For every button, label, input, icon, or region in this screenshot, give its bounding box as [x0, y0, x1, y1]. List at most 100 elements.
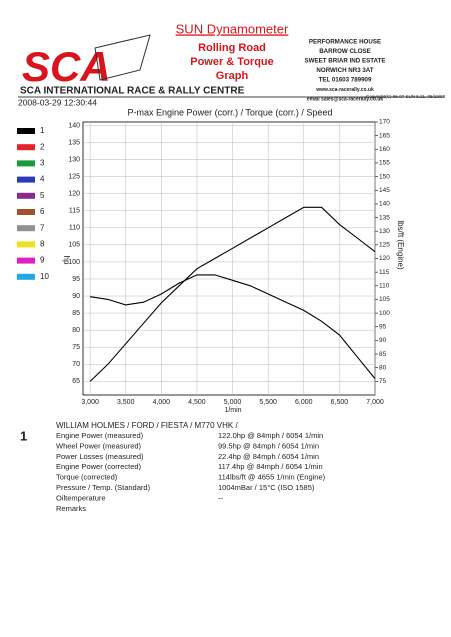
- result-name: Wheel Power (measured): [56, 441, 142, 450]
- x-tick-label: 6,000: [295, 399, 313, 406]
- y-tick-label: 65: [72, 378, 80, 385]
- y2-tick-label: 145: [379, 187, 390, 194]
- legend-swatch: [17, 241, 35, 248]
- logo-flag: [94, 34, 151, 81]
- legend-label: 7: [40, 223, 45, 232]
- legend-swatch: [17, 144, 35, 151]
- y2-tick-label: 130: [379, 228, 390, 235]
- result-value: 117.4hp @ 84mph / 6054 1/min: [218, 462, 323, 471]
- result-value: 114lbs/ft @ 4655 1/min (Engine): [218, 473, 326, 482]
- y2-tick-label: 125: [379, 242, 390, 249]
- y2-tick-label: 90: [379, 337, 387, 344]
- legend-label: 9: [40, 256, 45, 265]
- result-name: Torque (corrected): [56, 473, 118, 482]
- y2-tick-label: 100: [379, 310, 390, 317]
- y2-axis-label: lbs/ft (Engine): [396, 220, 405, 270]
- logo: SCA: [22, 43, 111, 90]
- address-line: NORWICH NR3 3AT: [316, 67, 373, 74]
- y2-tick-label: 140: [379, 201, 390, 208]
- result-value: --: [218, 493, 223, 502]
- series-line: [90, 274, 376, 379]
- y-tick-label: 130: [68, 156, 80, 163]
- legend-swatch: [17, 257, 35, 264]
- result-name: Engine Power (measured): [56, 431, 144, 440]
- y-tick-label: 75: [72, 344, 80, 351]
- legend-swatch: [17, 128, 35, 134]
- address-line: BARROW CLOSE: [319, 48, 371, 55]
- legend-label: 10: [40, 272, 49, 281]
- result-value: 22.4hp @ 84mph / 6054 1/min: [218, 452, 319, 461]
- y-tick-label: 140: [68, 122, 80, 129]
- legend-swatch: [17, 209, 35, 215]
- y2-tick-label: 110: [379, 283, 390, 290]
- y2-tick-label: 150: [379, 173, 390, 180]
- y-tick-label: 120: [68, 191, 80, 198]
- y-tick-label: 135: [68, 139, 80, 146]
- date: 2008-03-29 12:30:44: [18, 97, 97, 107]
- result-value: 1004mBar / 15°C (ISO 1585): [218, 483, 315, 492]
- x-tick-label: 5,500: [259, 399, 277, 406]
- y2-tick-label: 120: [379, 255, 390, 262]
- series-line: [89, 206, 376, 382]
- y2-tick-label: 80: [379, 364, 387, 371]
- header-title: SUN Dynamometer: [176, 21, 289, 36]
- result-name: Power Losses (measured): [56, 452, 144, 461]
- address-line: SWEET BRIAR IND ESTATE: [305, 58, 386, 65]
- y-tick-label: 105: [68, 242, 80, 249]
- x-tick-label: 3,500: [117, 399, 135, 406]
- legend-swatch: [17, 160, 35, 167]
- legend-swatch: [17, 225, 35, 232]
- x-tick-label: 5,000: [224, 399, 242, 406]
- y-tick-label: 80: [72, 327, 80, 334]
- y2-tick-label: 135: [379, 214, 390, 221]
- legend-label: 8: [40, 240, 45, 249]
- address-line: TEL 01603 789909: [319, 77, 372, 84]
- header-subtitle: Rolling Road: [198, 42, 266, 54]
- y-tick-label: 70: [72, 361, 80, 368]
- x-tick-label: 4,500: [188, 399, 206, 406]
- y2-tick-label: 85: [379, 351, 387, 358]
- legend-label: 2: [40, 142, 45, 151]
- y2-tick-label: 160: [379, 146, 390, 153]
- x-axis-label: 1/min: [224, 407, 241, 414]
- y2-tick-label: 155: [379, 160, 390, 167]
- y-tick-label: 115: [69, 208, 80, 215]
- y-tick-label: 125: [68, 173, 80, 180]
- x-tick-label: 3,000: [81, 399, 99, 406]
- legend-label: 5: [40, 191, 45, 200]
- header-subtitle: Graph: [216, 70, 249, 82]
- y2-tick-label: 95: [379, 323, 387, 330]
- result-name: Remarks: [56, 504, 86, 513]
- legend-label: 4: [40, 175, 45, 184]
- y2-tick-label: 75: [379, 378, 387, 385]
- y2-tick-label: 170: [379, 119, 390, 126]
- result-value: 99.5hp @ 84mph / 6054 1/min: [218, 441, 319, 450]
- result-name: Engine Power (corrected): [56, 462, 142, 471]
- company: SCA INTERNATIONAL RACE & RALLY CENTRE: [20, 86, 245, 97]
- address-line: email sales@sca-racerally.co.uk: [307, 96, 383, 102]
- x-tick-label: 6,500: [331, 399, 349, 406]
- y-tick-label: 110: [69, 225, 80, 232]
- y2-tick-label: 165: [379, 132, 390, 139]
- y-tick-label: 95: [72, 276, 80, 283]
- legend-label: 3: [40, 159, 45, 168]
- address-line: www.sca-racerally.co.uk: [315, 87, 374, 93]
- y-tick-label: 100: [68, 259, 80, 266]
- header-subtitle: Power & Torque: [190, 56, 274, 68]
- y-tick-label: 85: [72, 310, 80, 317]
- y-tick-label: 90: [72, 293, 80, 300]
- legend-label: 6: [40, 207, 45, 216]
- legend-swatch: [17, 176, 35, 183]
- y2-tick-label: 115: [379, 269, 390, 276]
- result-value: 122.0hp @ 84mph / 6054 1/min: [218, 431, 323, 440]
- vehicle: WILLIAM HOLMES / FORD / FIESTA / M770 VH…: [56, 421, 238, 430]
- legend-swatch: [17, 273, 35, 280]
- chart-title: P-max Engine Power (corr.) / Torque (cor…: [128, 107, 333, 117]
- y-axis-label: hp: [62, 256, 71, 265]
- y2-tick-label: 105: [379, 296, 390, 303]
- result-name: Oiltemperature: [56, 493, 106, 502]
- run-number: 1: [20, 428, 27, 443]
- x-tick-label: 7,000: [366, 399, 384, 406]
